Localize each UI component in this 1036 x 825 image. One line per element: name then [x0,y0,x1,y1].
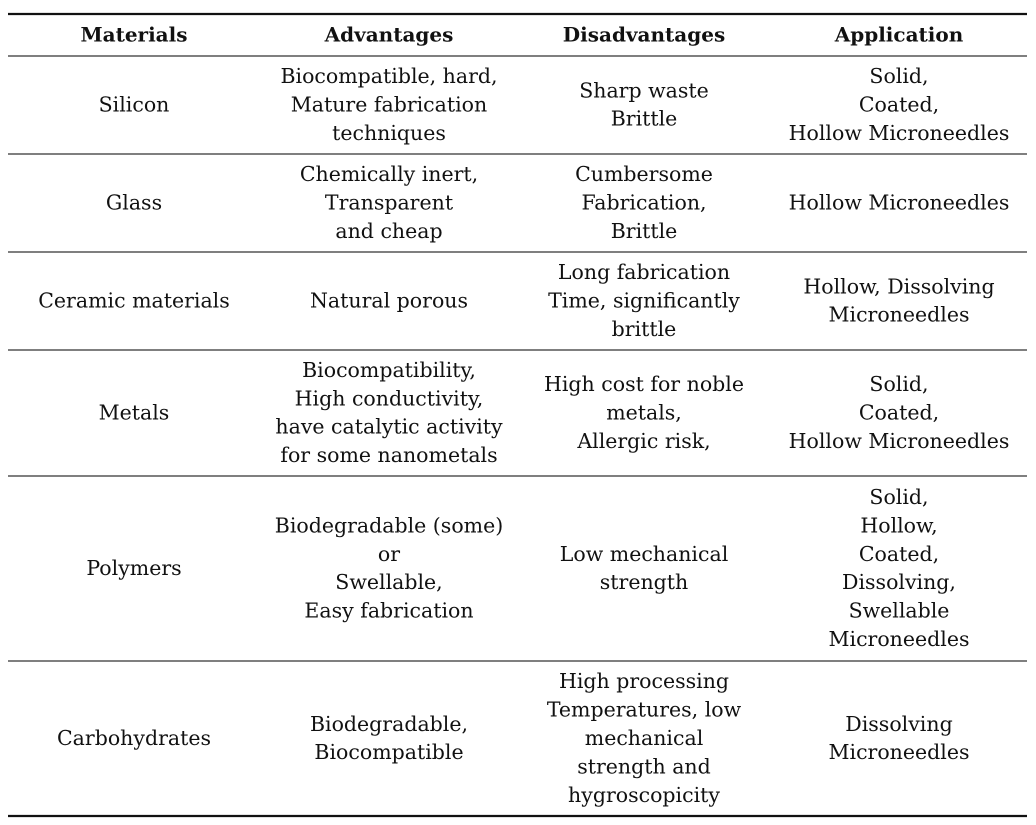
cell-text: Hollow, [860,513,937,537]
cell-text: Biocompatible [314,740,463,764]
cell-text: Ceramic materials [38,289,230,313]
cell-text: have catalytic activity [275,415,503,439]
cell-text: Coated, [859,542,939,566]
cell-text: Transparent [325,191,454,215]
cell-text: Solid, [869,64,928,88]
cell-text: Solid, [869,485,928,509]
header-cell: Materials [80,23,187,47]
cell-text: Microneedles [829,740,970,764]
cell-text: Biodegradable (some) [275,513,503,537]
cell-text: Solid, [869,372,928,396]
cell-text: Allergic risk, [576,429,710,453]
header-cell: Application [834,23,964,47]
cell-text: Hollow Microneedles [789,429,1010,453]
cell-text: Microneedles [829,627,970,651]
cell-text: Fabrication, [581,191,706,215]
header-cell: Disadvantages [563,23,725,47]
cell-text: Microneedles [829,303,970,327]
cell-text: metals, [606,401,682,425]
cell-text: Coated, [859,401,939,425]
cell-text: Biodegradable, [310,712,468,736]
cell-text: brittle [612,317,677,341]
cell-text: Brittle [611,107,678,131]
cell-text: for some nanometals [280,443,497,467]
cell-text: Hollow Microneedles [789,191,1010,215]
cell-text: Sharp waste [579,78,709,102]
cell-text: Silicon [99,93,170,117]
cell-text: Biocompatible, hard, [280,64,497,88]
cell-text: Time, significantly [548,289,740,313]
cell-text: and cheap [335,219,442,243]
cell-text: High processing [559,669,729,693]
cell-text: Cumbersome [575,162,713,186]
cell-text: Chemically inert, [300,162,478,186]
cell-text: hygroscopicity [568,783,720,807]
cell-text: strength and [577,754,711,778]
cell-text: Polymers [86,556,181,580]
cell-text: Swellable [849,599,950,623]
cell-text: Natural porous [310,289,468,313]
cell-text: strength [600,570,688,594]
cell-text: Temperatures, low [547,698,742,722]
cell-text: High conductivity, [295,386,484,410]
cell-text: techniques [332,121,446,145]
cell-text: Mature fabrication [291,93,487,117]
cell-text: Long fabrication [558,260,730,284]
cell-text: Easy fabrication [304,599,473,623]
cell-text: Coated, [859,93,939,117]
cell-text: High cost for noble [544,372,744,396]
cell-text: Swellable, [335,570,442,594]
cell-text: Brittle [611,219,678,243]
cell-text: Dissolving [845,712,952,736]
cell-text: mechanical [585,726,704,750]
cell-text: Dissolving, [842,570,956,594]
cell-text: Glass [106,191,162,215]
cell-text: Hollow Microneedles [789,121,1010,145]
cell-text: Metals [99,401,170,425]
header-cell: Advantages [324,23,454,47]
cell-text: Carbohydrates [57,726,211,750]
cell-text: Biocompatibility, [302,358,476,382]
cell-text: Hollow, Dissolving [803,274,994,298]
cell-text: or [378,542,400,566]
cell-text: Low mechanical [560,542,729,566]
